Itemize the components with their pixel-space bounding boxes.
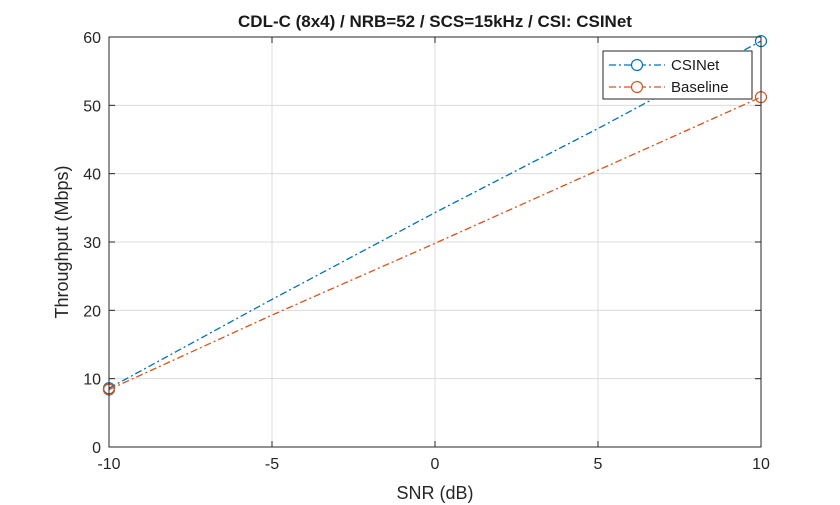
series-line-baseline <box>108 96 762 391</box>
chart-title: CDL-C (8x4) / NRB=52 / SCS=15kHz / CSI: … <box>238 12 632 31</box>
legend-entry-csinet: CSINet <box>609 57 720 74</box>
y-tick-label: 0 <box>92 440 101 457</box>
legend-marker <box>630 80 644 94</box>
x-tick-label: 5 <box>594 456 603 473</box>
y-tick-label: 40 <box>83 167 101 184</box>
legend-label: CSINet <box>671 57 720 74</box>
axis-ticks: -10 -5 0 5 10 0 10 20 30 40 50 60 <box>83 30 770 473</box>
y-tick-label: 30 <box>83 235 101 252</box>
x-tick-label: -10 <box>97 456 120 473</box>
legend-label: Baseline <box>671 79 729 96</box>
x-tick-label: 0 <box>431 456 440 473</box>
x-tick-label: 10 <box>752 456 770 473</box>
y-axis-label: Throughput (Mbps) <box>52 165 72 318</box>
legend-box <box>602 50 753 100</box>
x-axis-label: SNR (dB) <box>396 483 473 503</box>
y-tick-label: 10 <box>83 372 101 389</box>
x-tick-label: -5 <box>265 456 279 473</box>
y-tick-label: 20 <box>83 303 101 320</box>
legend-entry-baseline: Baseline <box>609 79 729 96</box>
grid-lines <box>109 37 761 447</box>
y-tick-label: 60 <box>83 30 101 47</box>
legend-marker <box>630 58 644 72</box>
legend-items: CSINet Baseline <box>609 57 729 96</box>
y-tick-label: 50 <box>83 98 101 115</box>
legend: CSINet Baseline <box>602 50 753 100</box>
